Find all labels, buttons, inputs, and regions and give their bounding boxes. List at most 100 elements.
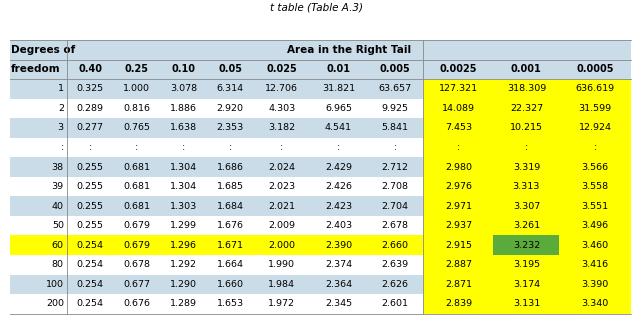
Text: 3.390: 3.390 (581, 280, 609, 289)
Text: 60: 60 (52, 241, 64, 250)
Text: :: : (135, 143, 138, 152)
Text: :: : (61, 143, 64, 152)
Text: 2.345: 2.345 (325, 299, 352, 308)
Text: Area in the Right Tail: Area in the Right Tail (287, 45, 411, 55)
Text: 2.626: 2.626 (382, 280, 409, 289)
Text: 100: 100 (46, 280, 64, 289)
Text: 0.679: 0.679 (124, 221, 150, 230)
Text: 2.976: 2.976 (445, 182, 472, 191)
Text: 1.000: 1.000 (124, 84, 150, 93)
Text: freedom: freedom (11, 64, 60, 74)
Text: 0.01: 0.01 (327, 64, 351, 74)
Text: 2.000: 2.000 (268, 241, 295, 250)
Text: 0.678: 0.678 (124, 260, 150, 269)
Text: 4.541: 4.541 (325, 124, 352, 132)
Text: 2.920: 2.920 (217, 104, 243, 113)
Text: 0.40: 0.40 (78, 64, 102, 74)
Bar (493, 79, 559, 99)
Text: 0.0005: 0.0005 (576, 64, 614, 74)
Text: 1.296: 1.296 (170, 241, 197, 250)
Text: :: : (337, 143, 340, 152)
Bar (493, 255, 559, 275)
Text: 0.254: 0.254 (77, 260, 104, 269)
Text: :: : (456, 143, 460, 152)
Text: 2.712: 2.712 (382, 163, 409, 172)
Text: :: : (89, 143, 92, 152)
Text: :: : (280, 143, 283, 152)
Bar (424, 79, 493, 99)
Bar (493, 138, 559, 157)
Text: 5.841: 5.841 (382, 124, 409, 132)
Text: 200: 200 (46, 299, 64, 308)
Text: 2.971: 2.971 (445, 202, 472, 211)
Bar (559, 216, 631, 236)
Text: 2.639: 2.639 (382, 260, 409, 269)
Text: 22.327: 22.327 (510, 104, 543, 113)
Bar (559, 275, 631, 294)
Text: 2.429: 2.429 (325, 163, 352, 172)
Text: 6.965: 6.965 (325, 104, 352, 113)
Bar (10, 196, 631, 216)
Text: 2.024: 2.024 (268, 163, 295, 172)
Bar (559, 79, 631, 99)
Text: 0.289: 0.289 (77, 104, 104, 113)
Text: 3.319: 3.319 (513, 163, 540, 172)
Text: 2: 2 (58, 104, 64, 113)
Text: 1.299: 1.299 (170, 221, 197, 230)
Bar (559, 196, 631, 216)
Text: 1.638: 1.638 (170, 124, 197, 132)
Text: 2.871: 2.871 (445, 280, 472, 289)
Bar (559, 138, 631, 157)
Text: 127.321: 127.321 (439, 84, 478, 93)
Text: 2.023: 2.023 (268, 182, 295, 191)
Bar (424, 294, 493, 314)
Bar (493, 177, 559, 196)
Text: 2.390: 2.390 (325, 241, 352, 250)
Text: 3.496: 3.496 (581, 221, 609, 230)
Text: 1.664: 1.664 (217, 260, 243, 269)
Text: 3.078: 3.078 (170, 84, 197, 93)
Bar (10, 79, 631, 99)
Text: 1.290: 1.290 (170, 280, 197, 289)
Text: :: : (182, 143, 185, 152)
Text: :: : (525, 143, 528, 152)
Text: 1.303: 1.303 (170, 202, 197, 211)
Text: 1.653: 1.653 (217, 299, 243, 308)
Text: 80: 80 (52, 260, 64, 269)
Text: 0.681: 0.681 (124, 163, 150, 172)
Text: 1.304: 1.304 (170, 182, 197, 191)
Text: 31.821: 31.821 (322, 84, 355, 93)
Text: 2.708: 2.708 (382, 182, 409, 191)
Text: 0.765: 0.765 (124, 124, 150, 132)
Text: 0.025: 0.025 (266, 64, 297, 74)
Text: 2.353: 2.353 (216, 124, 243, 132)
Text: 3.131: 3.131 (513, 299, 540, 308)
Text: 2.426: 2.426 (325, 182, 352, 191)
Bar (493, 275, 559, 294)
Text: :: : (394, 143, 397, 152)
Text: 3.174: 3.174 (513, 280, 540, 289)
Text: 1.685: 1.685 (217, 182, 243, 191)
Text: 1.686: 1.686 (217, 163, 243, 172)
Text: 2.009: 2.009 (268, 221, 295, 230)
Text: 1.292: 1.292 (170, 260, 197, 269)
Bar (424, 118, 493, 138)
Text: 2.660: 2.660 (382, 241, 409, 250)
Text: 0.677: 0.677 (124, 280, 150, 289)
Bar (10, 60, 631, 79)
Text: 0.254: 0.254 (77, 280, 104, 289)
Bar (493, 236, 559, 255)
Text: 1.676: 1.676 (217, 221, 243, 230)
Text: 3.460: 3.460 (581, 241, 609, 250)
Text: 1.984: 1.984 (268, 280, 295, 289)
Text: 1.289: 1.289 (170, 299, 197, 308)
Bar (559, 255, 631, 275)
Text: 2.937: 2.937 (445, 221, 472, 230)
Text: 1.660: 1.660 (217, 280, 243, 289)
Text: 2.403: 2.403 (325, 221, 352, 230)
Text: 2.887: 2.887 (445, 260, 472, 269)
Bar (10, 40, 631, 60)
Text: :: : (593, 143, 597, 152)
Text: 0.816: 0.816 (124, 104, 150, 113)
Text: 636.619: 636.619 (576, 84, 615, 93)
